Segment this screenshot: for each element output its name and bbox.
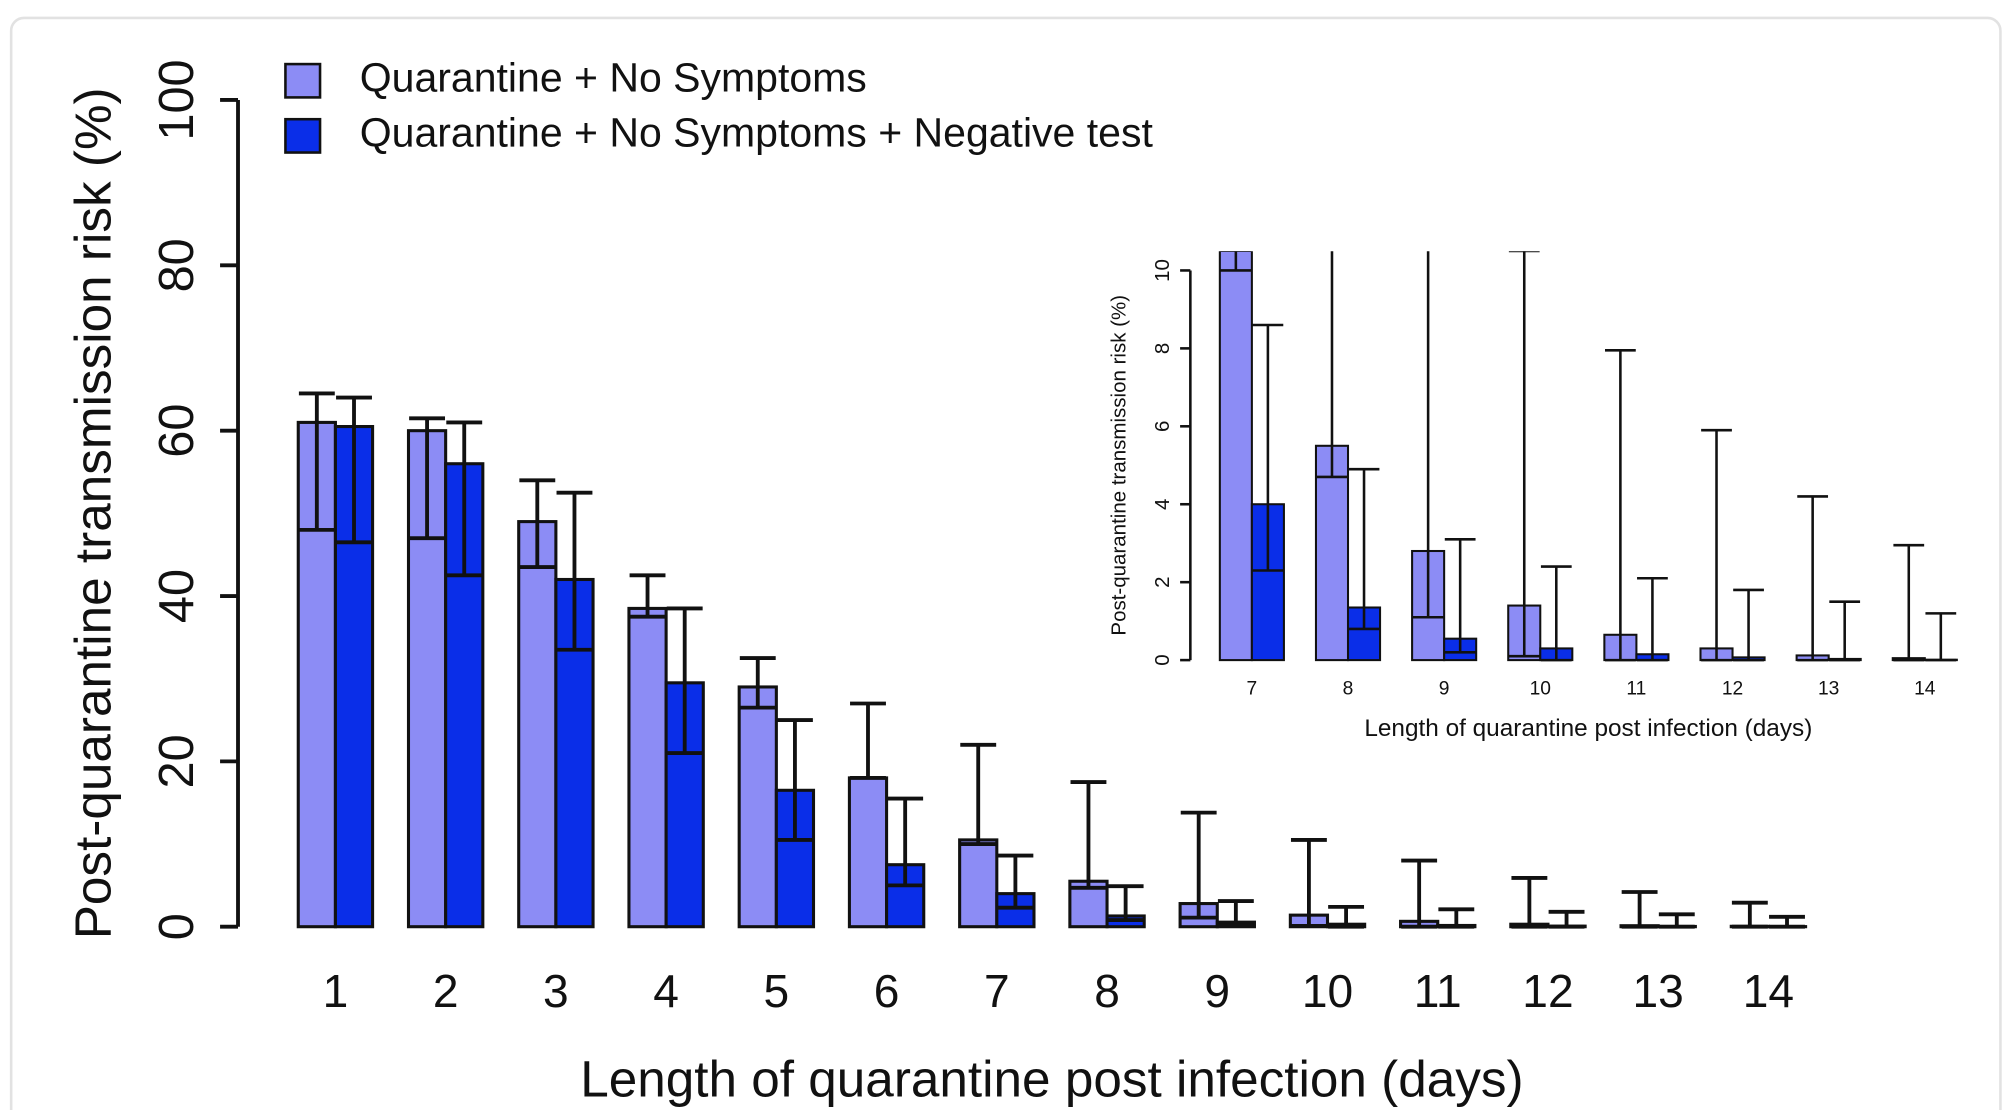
bar <box>737 685 778 929</box>
x-tick-label: 9 <box>1204 965 1230 1017</box>
x-tick-label: 7 <box>984 965 1010 1017</box>
y-tick-label: 20 <box>150 734 204 788</box>
bar <box>847 776 889 929</box>
y-axis-label: Post-quarantine transmission risk (%) <box>1107 295 1130 636</box>
bar <box>627 606 668 929</box>
y-tick-label: 0 <box>1151 654 1174 665</box>
x-tick-label: 7 <box>1247 679 1258 700</box>
x-tick-label: 1 <box>323 965 349 1017</box>
y-tick-label: 0 <box>150 913 204 940</box>
legend-swatch <box>284 62 322 99</box>
x-axis-label: Length of quarantine post infection (day… <box>1364 715 1812 742</box>
legend-swatch <box>284 117 322 154</box>
y-tick-label: 4 <box>1151 499 1174 510</box>
x-tick-label: 13 <box>1818 679 1839 700</box>
x-tick-label: 8 <box>1343 679 1354 700</box>
x-tick-label: 3 <box>543 965 569 1017</box>
x-tick-label: 14 <box>1914 679 1936 700</box>
bar <box>517 520 558 929</box>
x-tick-label: 5 <box>764 965 790 1017</box>
x-tick-label: 11 <box>1626 679 1646 700</box>
plot-area <box>296 391 1808 929</box>
legend-label: Quarantine + No Symptoms + Negative test <box>360 110 1154 156</box>
x-tick-label: 6 <box>874 965 900 1017</box>
x-tick-label: 12 <box>1722 679 1743 700</box>
x-tick-label: 14 <box>1743 965 1794 1017</box>
x-tick-label: 2 <box>433 965 459 1017</box>
y-tick-label: 2 <box>1151 576 1174 587</box>
x-tick-label: 8 <box>1094 965 1120 1017</box>
y-tick-label: 6 <box>1151 421 1174 432</box>
inset-chart: 0 2 4 6 8 10 Post-quarantine transmission risk… <box>1107 251 1958 742</box>
y-tick-label: 60 <box>150 404 204 458</box>
legend-label: Quarantine + No Symptoms <box>360 55 867 101</box>
x-tick-label: 4 <box>653 965 679 1017</box>
x-tick-label: 13 <box>1633 965 1684 1017</box>
bar <box>1218 251 1253 662</box>
y-axis-label: Post-quarantine transmission risk (%) <box>65 87 122 939</box>
y-tick-label: 80 <box>150 238 204 292</box>
y-tick-label: 8 <box>1151 343 1174 354</box>
x-tick-label: 10 <box>1530 679 1551 700</box>
y-tick-label: 100 <box>150 59 204 140</box>
y-tick-label: 10 <box>1151 259 1174 282</box>
plot-area <box>1218 251 1958 662</box>
x-tick-label: 9 <box>1439 679 1450 700</box>
bar <box>1346 606 1382 662</box>
bar <box>1314 444 1350 662</box>
card <box>9 16 2002 1110</box>
x-tick-label: 10 <box>1302 965 1353 1017</box>
x-axis-label: Length of quarantine post infection (day… <box>580 1051 1523 1108</box>
y-tick-label: 40 <box>150 569 204 623</box>
x-tick-label: 12 <box>1522 965 1573 1017</box>
bar <box>958 838 999 929</box>
x-tick-label: 11 <box>1414 965 1462 1017</box>
